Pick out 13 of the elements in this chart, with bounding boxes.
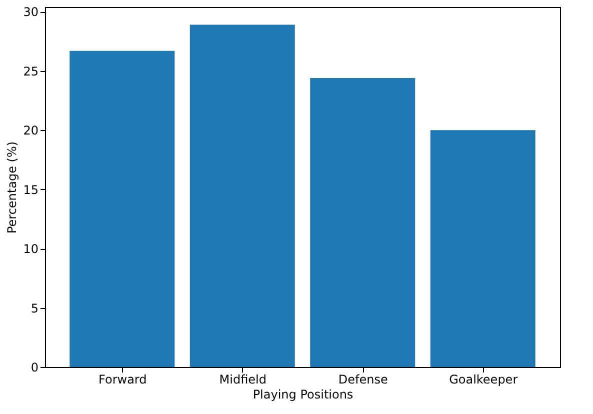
x-tick-label: Goalkeeper [449, 372, 518, 386]
x-tick-label: Forward [98, 372, 147, 386]
y-tick-label: 20 [23, 124, 38, 138]
y-tick-label: 5 [30, 301, 38, 316]
y-tick-label: 0 [30, 360, 38, 374]
x-axis-title: Playing Positions [252, 388, 354, 402]
y-tick-label: 10 [23, 242, 38, 256]
x-tick-label: Midfield [219, 372, 266, 386]
y-tick-label: 30 [23, 5, 38, 20]
y-tick-label: 15 [23, 182, 38, 197]
y-tick-label: 25 [23, 64, 38, 78]
x-tick-label: Defense [338, 372, 388, 386]
y-axis-title: Percentage (%) [5, 141, 20, 234]
